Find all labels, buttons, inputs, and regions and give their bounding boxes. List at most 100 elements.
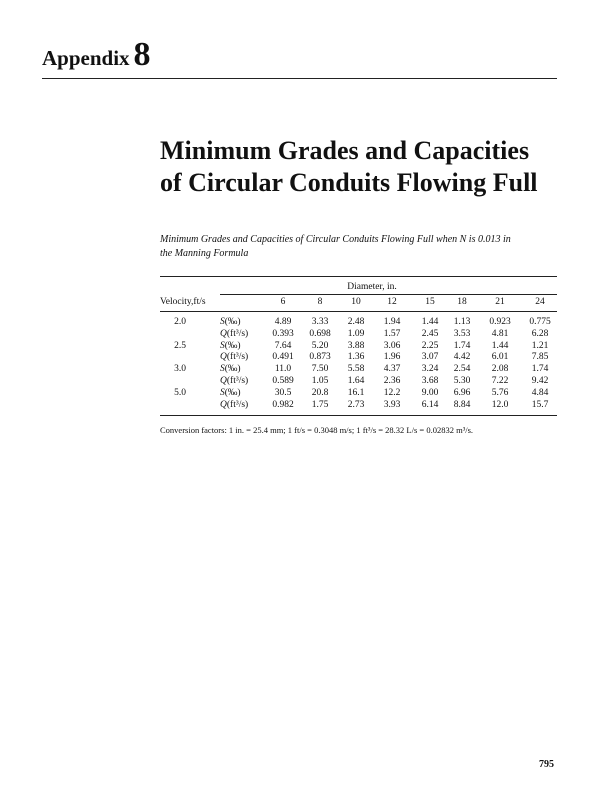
value-cell: 3.68 bbox=[421, 376, 439, 386]
title: Minimum Grades and Capacities of Circula… bbox=[160, 135, 538, 199]
value-cell: 1.75 bbox=[311, 399, 329, 410]
diameter-header: 8 bbox=[317, 297, 323, 307]
value-cell: 3.93 bbox=[383, 399, 401, 410]
diameter-header: 10 bbox=[351, 297, 361, 307]
value-cell: 3.88 bbox=[347, 340, 365, 351]
diameter-header: 21 bbox=[495, 297, 505, 307]
title-line: Minimum Grades and Capacities bbox=[160, 136, 530, 165]
value-cell: 6.28 bbox=[531, 328, 549, 339]
value-cell: 6.96 bbox=[453, 387, 471, 398]
appendix-number: 8 bbox=[133, 36, 151, 73]
value-cell: 1.57 bbox=[383, 328, 401, 339]
value-cell: 5.58 bbox=[347, 364, 365, 375]
value-cell: 1.74 bbox=[453, 340, 471, 351]
value-cell: 0.982 bbox=[272, 399, 294, 410]
spanner-rule bbox=[220, 294, 557, 295]
value-cell: 3.53 bbox=[453, 328, 471, 339]
value-cell: 3.24 bbox=[421, 364, 439, 375]
value-cell: 20.8 bbox=[311, 387, 329, 398]
value-cell: 1.36 bbox=[347, 352, 365, 363]
velocity: 3.0 bbox=[174, 364, 186, 375]
diameter-header: 6 bbox=[280, 297, 286, 307]
value-cell: 16.1 bbox=[347, 387, 365, 398]
value-cell: 11.0 bbox=[274, 364, 292, 375]
unit: (‰) bbox=[224, 387, 241, 398]
symbol: S bbox=[220, 364, 225, 375]
value-cell: 4.81 bbox=[491, 328, 509, 339]
value-cell: 2.25 bbox=[421, 340, 439, 351]
row-label: Q(ft³/s) bbox=[220, 376, 248, 387]
value-cell: 30.5 bbox=[274, 387, 292, 398]
value-cell: 6.14 bbox=[421, 399, 439, 410]
value-cell: 0.873 bbox=[309, 352, 331, 363]
diameter-header: 15 bbox=[425, 297, 435, 307]
unit: (ft³/s) bbox=[226, 328, 249, 339]
unit: (ft³/s) bbox=[226, 352, 249, 363]
row-label: S(‰) bbox=[220, 341, 241, 352]
unit: (ft³/s) bbox=[226, 399, 249, 410]
row-label: Q(ft³/s) bbox=[220, 352, 248, 363]
value-cell: 1.74 bbox=[531, 364, 549, 375]
appendix-word: Appendix bbox=[42, 46, 130, 70]
value-cell: 0.698 bbox=[309, 328, 331, 339]
value-cell: 7.64 bbox=[274, 340, 292, 351]
table-top-rule bbox=[160, 276, 557, 277]
row-label: S(‰) bbox=[220, 364, 241, 375]
footnote: Conversion factors: 1 in. = 25.4 mm; 1 f… bbox=[160, 425, 474, 435]
header-rule bbox=[160, 311, 557, 312]
value-cell: 2.54 bbox=[453, 364, 471, 375]
unit: (ft³/s) bbox=[226, 376, 249, 386]
value-cell: 1.44 bbox=[421, 317, 439, 327]
stub-header: Velocity,ft/s bbox=[160, 297, 206, 307]
symbol: Q bbox=[220, 376, 227, 386]
value-cell: 0.775 bbox=[529, 317, 551, 327]
value-cell: 1.94 bbox=[383, 317, 401, 327]
value-cell: 1.64 bbox=[347, 376, 365, 386]
caption-line: the Manning Formula bbox=[160, 248, 249, 259]
value-cell: 4.84 bbox=[531, 387, 549, 398]
value-cell: 2.08 bbox=[491, 364, 509, 375]
appendix-header: Appendix 8 bbox=[42, 36, 151, 74]
symbol: Q bbox=[220, 399, 227, 410]
value-cell: 8.84 bbox=[453, 399, 471, 410]
symbol: S bbox=[220, 387, 225, 398]
value-cell: 4.89 bbox=[274, 317, 292, 327]
value-cell: 7.22 bbox=[491, 376, 509, 386]
unit: (‰) bbox=[224, 317, 241, 327]
symbol: Q bbox=[220, 328, 227, 339]
value-cell: 2.45 bbox=[421, 328, 439, 339]
value-cell: 15.7 bbox=[531, 399, 549, 410]
value-cell: 1.21 bbox=[531, 340, 549, 351]
diameter-header: 24 bbox=[535, 297, 545, 307]
value-cell: 0.393 bbox=[272, 328, 294, 339]
title-line: of Circular Conduits Flowing Full bbox=[160, 168, 538, 197]
symbol: Q bbox=[220, 352, 227, 363]
row-label: Q(ft³/s) bbox=[220, 400, 248, 411]
value-cell: 3.33 bbox=[311, 317, 329, 327]
value-cell: 7.85 bbox=[531, 352, 549, 363]
table-bottom-rule bbox=[160, 415, 557, 416]
row-label: Q(ft³/s) bbox=[220, 329, 248, 340]
value-cell: 9.00 bbox=[421, 387, 439, 398]
unit: (‰) bbox=[224, 364, 241, 375]
value-cell: 6.01 bbox=[491, 352, 509, 363]
velocity: 5.0 bbox=[174, 387, 186, 398]
row-label: S(‰) bbox=[220, 388, 241, 399]
spanner-header: Diameter, in. bbox=[347, 282, 397, 292]
value-cell: 1.13 bbox=[453, 317, 471, 327]
caption-line: Minimum Grades and Capacities of Circula… bbox=[160, 234, 511, 245]
value-cell: 5.20 bbox=[311, 340, 329, 351]
caption: Minimum Grades and Capacities of Circula… bbox=[160, 233, 511, 261]
value-cell: 1.44 bbox=[491, 340, 509, 351]
value-cell: 7.50 bbox=[311, 364, 329, 375]
value-cell: 12.0 bbox=[491, 399, 509, 410]
row-label: S(‰) bbox=[220, 317, 241, 328]
value-cell: 1.09 bbox=[347, 328, 365, 339]
value-cell: 5.30 bbox=[453, 376, 471, 386]
symbol: S bbox=[220, 340, 225, 351]
value-cell: 2.73 bbox=[347, 399, 365, 410]
value-cell: 9.42 bbox=[531, 376, 549, 386]
value-cell: 3.06 bbox=[383, 340, 401, 351]
value-cell: 0.589 bbox=[272, 376, 294, 386]
unit: (‰) bbox=[224, 340, 241, 351]
